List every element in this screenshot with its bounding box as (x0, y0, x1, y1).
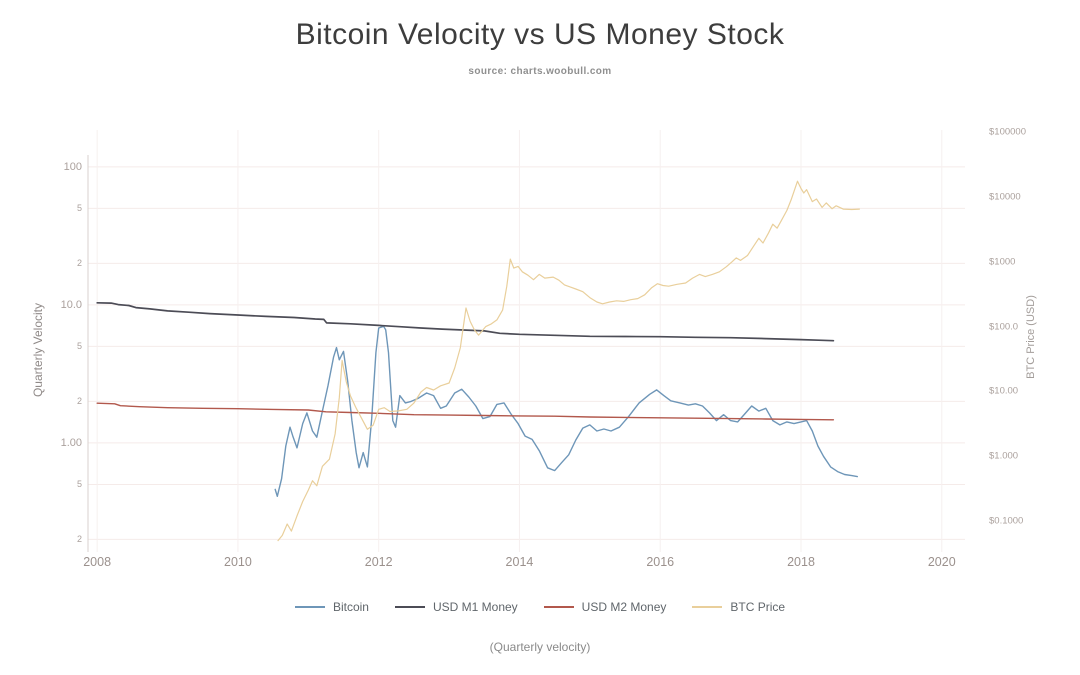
y-right-tick-label: $0.1000 (989, 515, 1024, 527)
series-line-usd-m1-money (96, 301, 835, 342)
y-left-tick-label: 5 (76, 203, 82, 214)
legend-label: BTC Price (730, 600, 786, 614)
y-right-tick-label: $100.0 (989, 321, 1019, 333)
legend-item-usd-m2-money[interactable]: USD M2 Money (543, 600, 667, 614)
y-left-tick-label: 2 (76, 396, 82, 407)
series-line-btc-price (277, 180, 861, 542)
series-line-bitcoin (274, 325, 858, 497)
y-left-tick-label: 1.00 (60, 436, 82, 449)
legend-item-bitcoin[interactable]: Bitcoin (294, 600, 369, 614)
y-left-tick-label: 2 (76, 534, 82, 545)
y-left-tick-label: 5 (76, 479, 82, 490)
chart-subtitle: source: charts.woobull.com (468, 66, 612, 77)
legend: Bitcoin USD M1 Money USD M2 Money BTC Price (0, 600, 1080, 614)
x-axis-tick-label: 2012 (364, 555, 393, 569)
y-right-tick-label: $100000 (989, 126, 1026, 138)
y-right-tick-label: $10000 (989, 191, 1021, 203)
y-left-tick-label: 2 (76, 258, 82, 269)
legend-label: Bitcoin (332, 600, 369, 614)
chart-caption: (Quarterly velocity) (489, 640, 591, 654)
y-left-tick-label: 5 (76, 341, 82, 352)
legend-label: USD M2 Money (581, 600, 667, 614)
legend-item-usd-m1-money[interactable]: USD M1 Money (394, 600, 518, 614)
x-axis-tick-label: 2016 (646, 555, 675, 569)
y-left-tick-label: 10.0 (60, 298, 82, 311)
legend-item-btc-price[interactable]: BTC Price (692, 600, 785, 614)
x-axis-tick-label: 2018 (787, 555, 815, 569)
legend-swatch (294, 606, 325, 608)
chart-title: Bitcoin Velocity vs US Money Stock (295, 18, 785, 51)
legend-swatch (394, 606, 425, 608)
series-line-usd-m2-money (96, 402, 835, 421)
x-axis-tick-label: 2010 (224, 555, 252, 569)
legend-label: USD M1 Money (432, 600, 518, 614)
y-left-tick-label: 100 (63, 160, 82, 173)
x-axis-tick-label: 2008 (83, 555, 112, 569)
x-axis-tick-label: 2014 (505, 555, 534, 569)
y-right-tick-label: $1000 (989, 256, 1016, 268)
legend-swatch (543, 606, 574, 608)
y-right-tick-label: $10.00 (989, 385, 1019, 397)
x-axis-tick-label: 2020 (927, 555, 956, 569)
legend-swatch (692, 606, 723, 608)
y-right-tick-label: $1.000 (989, 450, 1019, 462)
